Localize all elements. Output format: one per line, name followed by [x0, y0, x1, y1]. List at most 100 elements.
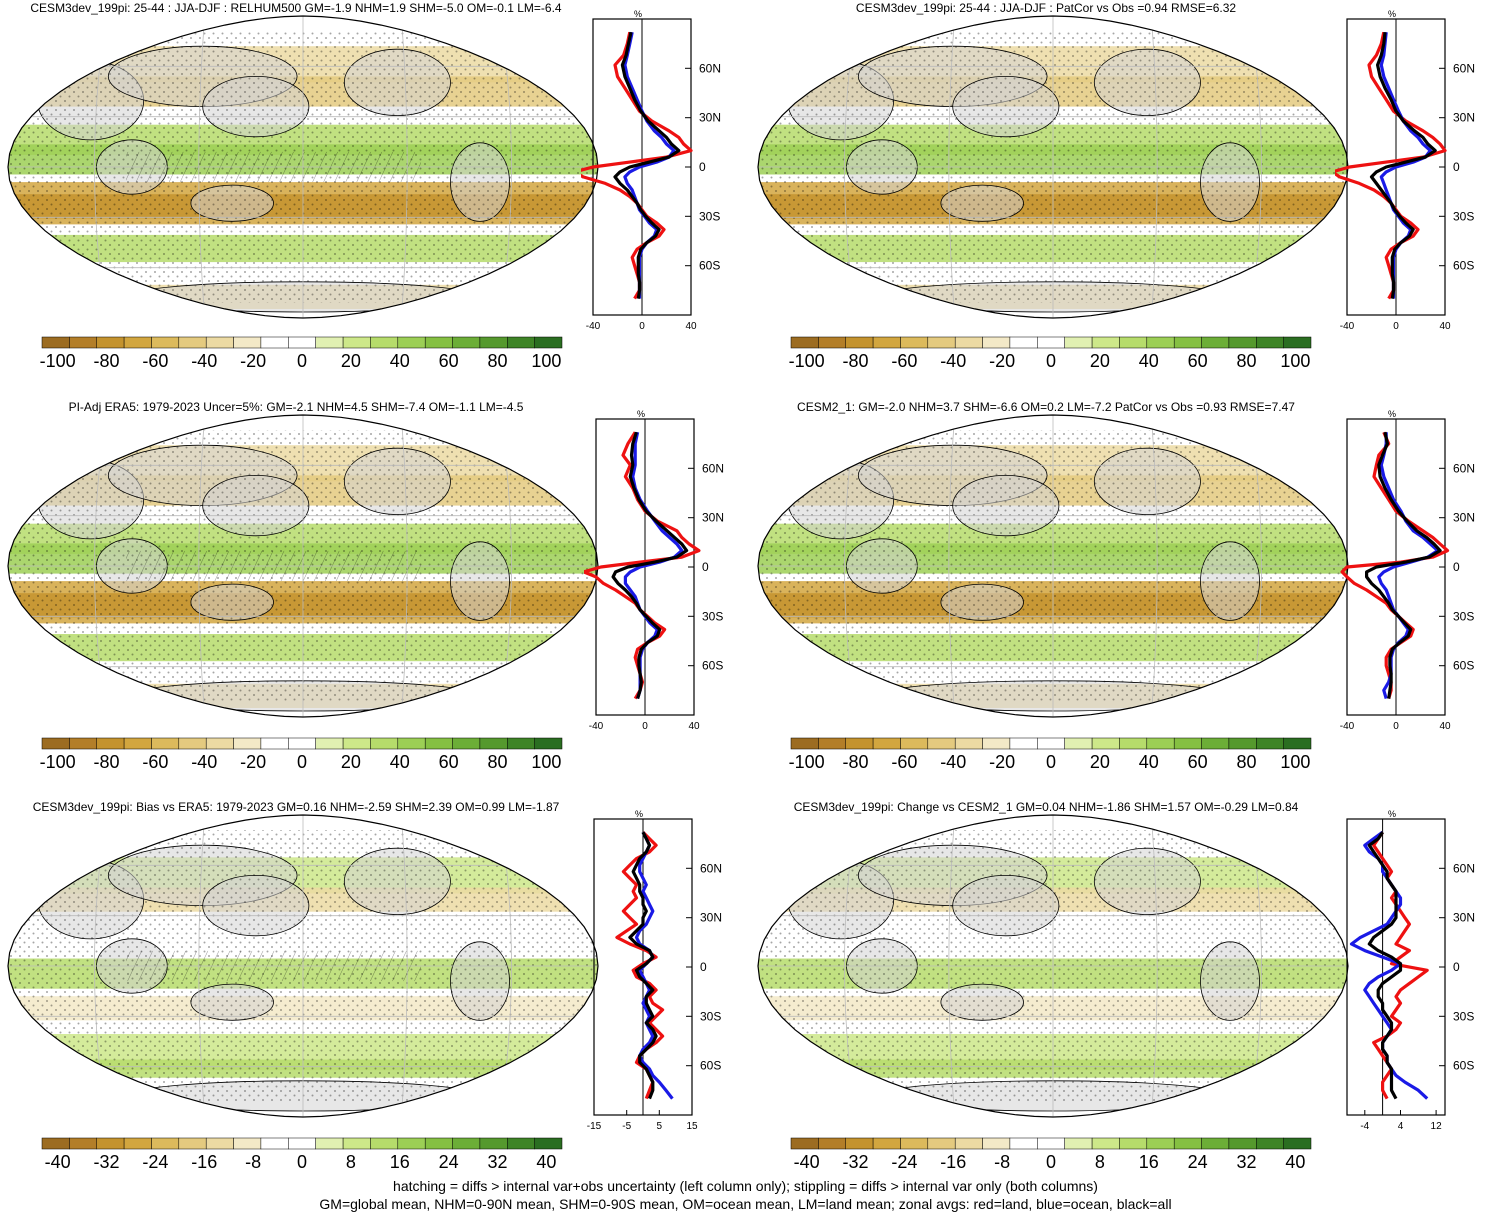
colorbar-tick-label: -80 [93, 351, 119, 371]
colorbar-box [790, 336, 819, 349]
colorbar-tick-label: -100 [40, 752, 76, 772]
map [757, 814, 1349, 1118]
lat-tick-label: 30N [1453, 111, 1475, 125]
colorbar-box [397, 1137, 426, 1150]
zonal-series-land [581, 31, 693, 300]
map [757, 414, 1349, 718]
colorbar-box [1228, 1137, 1257, 1150]
panel-title: CESM3dev_199pi: Change vs CESM2_1 GM=0.0… [794, 800, 1299, 814]
x-tick-label: -15 [587, 1121, 602, 1132]
graticule-lon [198, 815, 206, 1117]
colorbar-box [1146, 737, 1175, 750]
colorbar-box [151, 1137, 180, 1150]
colorbar-box [96, 1137, 125, 1150]
x-tick-label: 15 [686, 1121, 698, 1132]
colorbar-box [982, 737, 1011, 750]
colorbar-box [1064, 1137, 1093, 1150]
colorbar-box [1201, 336, 1230, 349]
colorbar-tick-label: 80 [1236, 351, 1256, 371]
colorbar-box [507, 336, 535, 349]
zonal-mean-panel: % 60N 30N 0 30S 60S -40 0 40 [1340, 409, 1475, 732]
colorbar-box [1173, 336, 1202, 349]
colorbar-tick-label: 60 [439, 752, 459, 772]
colorbar-box [1119, 1137, 1148, 1150]
colorbar-tick-label: 20 [341, 752, 361, 772]
graticule-lon [198, 415, 206, 717]
zonal-series-all [628, 831, 658, 1100]
colorbar-box [342, 737, 371, 750]
colorbar-box [233, 1137, 262, 1150]
footnote-legend: GM=global mean, NHM=0-90N mean, SHM=0-90… [319, 1196, 1172, 1212]
figure: CESM3dev_199pi: 25-44 : JJA-DJF : RELHUM… [7, 1, 1475, 1170]
graticule-lon [198, 16, 206, 318]
lat-tick-label: 60N [1453, 861, 1475, 875]
colorbar-tick-label: 0 [297, 752, 307, 772]
lat-tick-label: 0 [702, 560, 709, 574]
colorbar-tick-label: -20 [240, 752, 266, 772]
colorbar-box [315, 336, 344, 349]
colorbar-tick-label: 0 [1046, 752, 1056, 772]
lat-tick-label: 0 [1453, 960, 1460, 974]
colorbar-tick-label: -20 [240, 351, 266, 371]
colorbar-box [982, 1137, 1011, 1150]
colorbar: -40 -32 -24 -16 -8 0 8 16 24 32 40 [790, 1137, 1312, 1170]
colorbar-tick-label: 20 [341, 351, 361, 371]
zonal-unit-label: % [1388, 409, 1396, 419]
colorbar-box [178, 1137, 207, 1150]
colorbar-tick-label: -32 [842, 1152, 868, 1170]
colorbar-box [205, 737, 234, 750]
colorbar-box [1064, 336, 1093, 349]
colorbar: -100 -80 -60 -40 -20 0 20 40 60 80 100 [789, 737, 1312, 772]
graticule-lon [948, 16, 956, 318]
lat-tick-label: 60S [700, 1059, 721, 1073]
colorbar-box [1119, 737, 1148, 750]
colorbar-tick-label: -60 [142, 351, 168, 371]
zonal-series-all [611, 431, 689, 700]
panel-title: CESM3dev_199pi: 25-44 : JJA-DJF : PatCor… [856, 1, 1237, 15]
colorbar-tick-label: -40 [794, 1152, 820, 1170]
colorbar-box [123, 737, 152, 750]
colorbar-box [452, 336, 481, 349]
colorbar-box [1091, 336, 1120, 349]
colorbar-tick-label: -60 [891, 351, 917, 371]
colorbar-box [397, 737, 426, 750]
colorbar-box [1228, 737, 1257, 750]
colorbar-box [123, 1137, 152, 1150]
colorbar-tick-label: 0 [1046, 351, 1056, 371]
lat-tick-label: 60S [1453, 259, 1474, 273]
colorbar-box [818, 1137, 847, 1150]
lat-tick-label: 60S [1453, 659, 1474, 673]
colorbar-box [397, 336, 426, 349]
colorbar-tick-label: 100 [1280, 351, 1310, 371]
colorbar-box [982, 336, 1011, 349]
map [7, 15, 599, 319]
colorbar-tick-label: 40 [390, 351, 410, 371]
colorbar-tick-label: 80 [487, 752, 507, 772]
colorbar-box [1283, 336, 1312, 349]
colorbar-box [479, 336, 508, 349]
zonal-series-all [1369, 32, 1437, 299]
colorbar-box [151, 336, 180, 349]
colorbar-box [1064, 737, 1093, 750]
lat-tick-label: 60N [1453, 61, 1475, 75]
zonal-series-all [613, 31, 681, 299]
colorbar-box [818, 336, 847, 349]
map-outline [7, 414, 599, 718]
colorbar-box [507, 737, 535, 750]
graticule-lon [1150, 16, 1158, 318]
colorbar-box [1256, 737, 1284, 750]
colorbar-box [845, 1137, 874, 1150]
colorbar-tick-label: -80 [842, 752, 868, 772]
graticule-lon [400, 16, 408, 318]
colorbar-tick-label: 16 [1139, 1152, 1159, 1170]
colorbar-box [1283, 737, 1312, 750]
lat-tick-label: 30N [700, 911, 722, 925]
lat-tick-label: 30S [1453, 1009, 1474, 1023]
colorbar-tick-label: 40 [1139, 351, 1159, 371]
colorbar-box [1146, 1137, 1175, 1150]
colorbar: -40 -32 -24 -16 -8 0 8 16 24 32 40 [41, 1137, 563, 1170]
colorbar-box [288, 1137, 316, 1150]
colorbar-box [41, 737, 70, 750]
colorbar-box [41, 1137, 70, 1150]
graticule-lon [400, 815, 408, 1117]
